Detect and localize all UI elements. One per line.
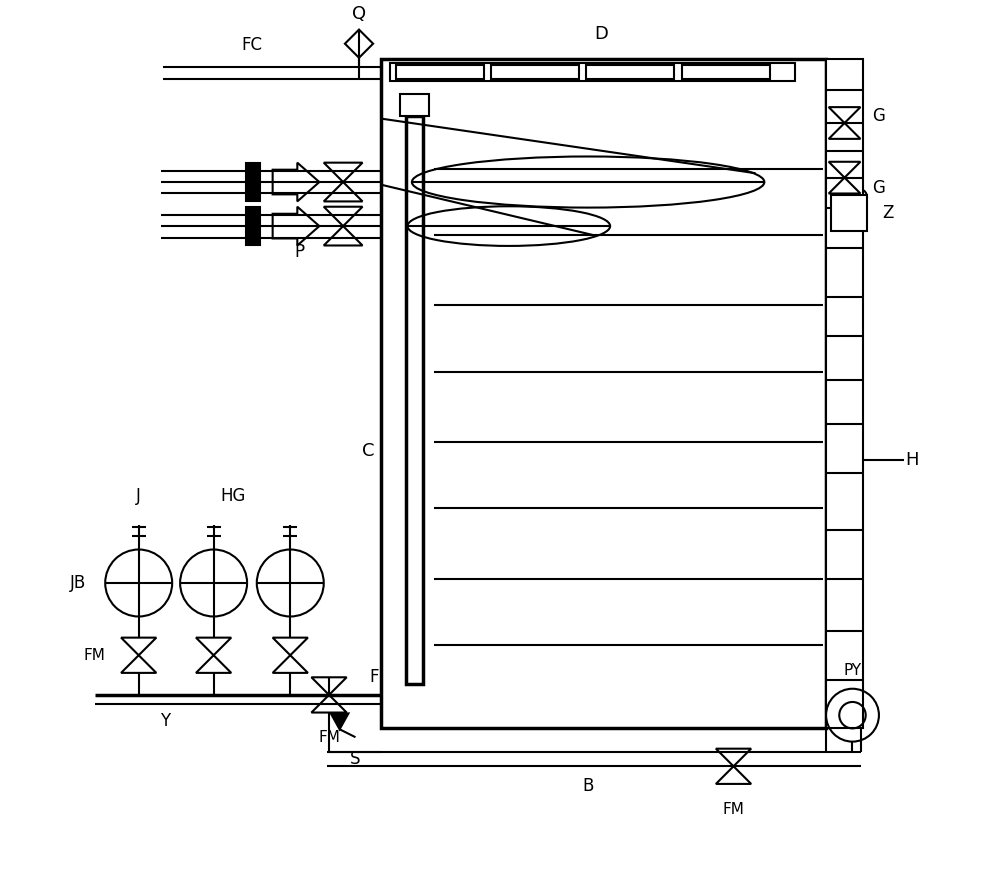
Text: JB: JB bbox=[70, 574, 86, 592]
Text: B: B bbox=[582, 777, 594, 795]
Text: Z: Z bbox=[882, 204, 894, 222]
Text: P: P bbox=[294, 242, 304, 261]
Bar bbox=[682, 65, 770, 79]
Text: Q: Q bbox=[352, 4, 366, 23]
Bar bbox=[406, 116, 423, 684]
Text: HG: HG bbox=[221, 487, 246, 506]
Text: Y: Y bbox=[160, 713, 170, 730]
Bar bbox=[831, 195, 867, 231]
Text: D: D bbox=[594, 25, 608, 43]
Text: G: G bbox=[872, 179, 885, 197]
Bar bbox=[396, 65, 484, 79]
Bar bbox=[586, 65, 674, 79]
Bar bbox=[400, 94, 429, 116]
Bar bbox=[491, 65, 579, 79]
Text: J: J bbox=[136, 487, 141, 506]
Text: H: H bbox=[905, 451, 919, 469]
Bar bbox=[826, 58, 863, 728]
Text: S: S bbox=[350, 751, 361, 768]
Text: C: C bbox=[362, 442, 374, 460]
Text: G: G bbox=[872, 107, 885, 125]
Text: FM: FM bbox=[83, 648, 105, 663]
Bar bbox=[246, 163, 260, 202]
Text: FM: FM bbox=[723, 802, 744, 817]
Text: PY: PY bbox=[843, 663, 862, 678]
Polygon shape bbox=[331, 713, 348, 729]
Bar bbox=[246, 207, 260, 246]
Bar bbox=[390, 63, 795, 80]
Text: FC: FC bbox=[241, 36, 262, 55]
Text: F: F bbox=[369, 668, 378, 686]
Text: FM: FM bbox=[318, 730, 340, 745]
Bar bbox=[381, 58, 826, 728]
